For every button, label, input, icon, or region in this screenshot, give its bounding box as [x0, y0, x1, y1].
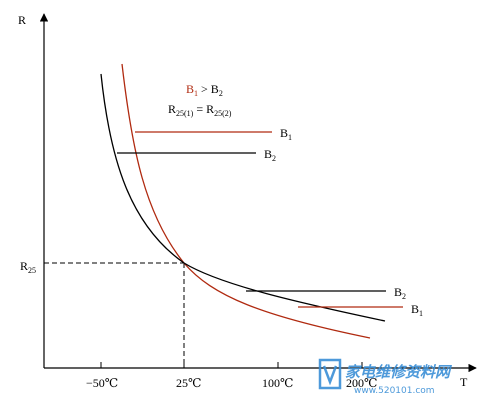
curve-b2	[100, 73, 386, 322]
watermark-title: 家电维修资料网	[345, 363, 453, 381]
curve-b1	[121, 63, 371, 339]
b1-top-marker-label: B1	[280, 126, 292, 142]
watermark: 家电维修资料网 www.520101.com	[318, 358, 453, 396]
r25-label: R25	[20, 259, 36, 275]
watermark-logo-icon	[318, 358, 342, 390]
y-axis-label: R	[18, 13, 26, 27]
x-tick-label-100: 100℃	[262, 376, 293, 390]
watermark-url: www.520101.com	[354, 386, 435, 396]
x-axis-label: T	[460, 375, 468, 389]
x-tick-label-minus50: −50℃	[86, 376, 118, 390]
legend-r25-equal: R25(1) = R25(2)	[168, 102, 232, 118]
b1-bottom-marker-label: B1	[411, 302, 423, 318]
b2-bottom-marker-label: B2	[394, 285, 406, 301]
legend-b1-gt-b2: B1 > B2	[186, 82, 223, 98]
x-tick-label-25: 25℃	[176, 376, 201, 390]
x-tick-label-200: 200℃	[346, 376, 377, 390]
b2-top-marker-label: B2	[264, 147, 276, 163]
watermark-logo-mark-icon	[322, 365, 338, 386]
